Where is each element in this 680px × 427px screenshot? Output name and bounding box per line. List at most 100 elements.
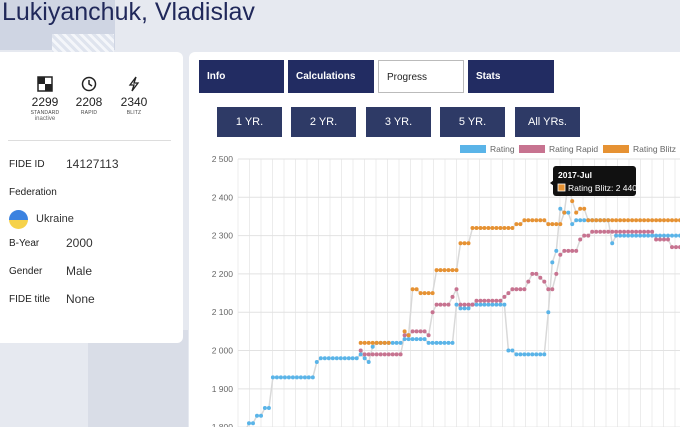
tab-stats[interactable]: Stats xyxy=(468,60,554,93)
data-point-rating xyxy=(270,375,275,380)
data-point-blitz xyxy=(586,218,591,223)
data-point-rating xyxy=(582,218,587,223)
data-point-rapid xyxy=(382,352,387,357)
tab-calculations[interactable]: Calculations xyxy=(288,60,374,93)
y-tick-label: 2 000 xyxy=(212,346,234,356)
data-point-rapid xyxy=(454,287,459,292)
data-point-rapid xyxy=(670,245,674,250)
data-point-rapid xyxy=(602,229,607,234)
data-point-rating xyxy=(370,344,375,349)
data-point-blitz xyxy=(522,218,527,223)
period-5-year-button[interactable]: 5 YR. xyxy=(440,107,505,137)
data-point-rating xyxy=(666,233,670,238)
chart-grid xyxy=(237,158,680,427)
data-point-rating xyxy=(674,233,678,238)
data-point-blitz xyxy=(506,226,511,230)
data-point-rapid xyxy=(374,352,379,357)
byear-value: 2000 xyxy=(66,236,93,250)
data-point-rapid xyxy=(586,233,591,238)
tab-info[interactable]: Info xyxy=(199,60,284,93)
data-point-rating xyxy=(534,352,539,357)
data-point-rating xyxy=(642,233,647,238)
data-point-rapid xyxy=(434,302,439,307)
data-point-rapid xyxy=(490,298,495,303)
data-point-rating xyxy=(426,340,431,345)
data-point-rapid xyxy=(662,237,666,242)
tooltip-title: 2017-Jul xyxy=(558,170,592,180)
data-point-rating xyxy=(630,233,635,238)
tab-progress[interactable]: Progress xyxy=(378,60,464,93)
data-point-blitz xyxy=(438,268,443,273)
data-point-rapid xyxy=(566,248,571,253)
y-tick-label: 2 200 xyxy=(212,269,234,279)
data-point-blitz xyxy=(634,218,639,223)
ukraine-flag-icon xyxy=(9,210,28,229)
data-point-rating xyxy=(418,337,423,342)
chart-tooltip: 2017-Jul Rating Blitz: 2 440 xyxy=(550,166,637,196)
data-point-rating xyxy=(286,375,291,380)
data-point-blitz xyxy=(358,340,363,345)
byear-label: B-Year xyxy=(9,238,40,249)
data-point-rating xyxy=(610,241,615,246)
data-point-rating xyxy=(570,222,575,227)
data-point-blitz xyxy=(466,241,471,246)
data-point-rating xyxy=(518,352,523,357)
data-point-rating xyxy=(530,352,535,357)
data-point-rapid xyxy=(622,229,627,234)
data-point-rating xyxy=(486,302,491,307)
data-point-rapid xyxy=(550,287,555,292)
data-point-rapid xyxy=(498,298,503,303)
data-point-rating xyxy=(406,337,411,342)
data-point-blitz xyxy=(626,218,631,223)
data-point-rating xyxy=(390,340,395,345)
federation-label: Federation xyxy=(9,187,57,198)
data-point-blitz xyxy=(602,218,607,223)
data-point-rating xyxy=(650,233,655,238)
data-point-blitz xyxy=(618,218,623,223)
data-point-blitz xyxy=(378,340,383,345)
data-point-rating xyxy=(282,375,287,380)
data-point-rating xyxy=(450,340,455,345)
data-point-blitz xyxy=(402,329,407,334)
period-2-year-button[interactable]: 2 YR. xyxy=(291,107,356,137)
data-point-blitz xyxy=(446,268,451,273)
data-point-rapid xyxy=(502,294,507,299)
data-point-blitz xyxy=(514,222,519,227)
data-point-blitz xyxy=(434,268,439,273)
blitz-rating-label: BLITZ xyxy=(126,110,142,116)
data-point-rating xyxy=(654,233,659,238)
data-point-rating xyxy=(430,340,435,345)
series-points xyxy=(247,180,680,426)
y-tick-label: 2 500 xyxy=(212,154,234,164)
data-point-rating xyxy=(362,356,367,361)
player-card: 2299 STANDARD inactive 2208 RAPID 2340 B… xyxy=(0,52,183,343)
data-point-blitz xyxy=(526,218,531,223)
data-point-rating xyxy=(255,413,259,418)
data-point-rapid xyxy=(366,352,371,357)
period-1-year-button[interactable]: 1 YR. xyxy=(217,107,282,137)
data-point-rating xyxy=(482,302,487,307)
data-point-rating xyxy=(542,352,547,357)
data-point-blitz xyxy=(546,222,551,227)
data-point-blitz xyxy=(658,218,662,223)
data-point-rapid xyxy=(626,229,631,234)
data-point-rating xyxy=(558,206,563,211)
data-point-rapid xyxy=(594,229,599,234)
data-point-rapid xyxy=(534,271,539,276)
data-point-rating xyxy=(658,233,662,238)
period-all-years-button[interactable]: All YRs. xyxy=(515,107,580,137)
data-point-blitz xyxy=(590,218,595,223)
data-point-rating xyxy=(662,233,666,238)
blitz-rating: 2340 BLITZ xyxy=(114,76,154,116)
data-point-rapid xyxy=(446,302,451,307)
data-point-rating xyxy=(358,352,363,357)
data-point-blitz xyxy=(594,218,599,223)
data-point-rating xyxy=(574,218,579,223)
data-point-rapid xyxy=(578,237,583,242)
data-point-rapid xyxy=(470,302,475,307)
data-point-rating xyxy=(262,406,267,410)
data-point-blitz xyxy=(454,268,459,273)
period-3-year-button[interactable]: 3 YR. xyxy=(366,107,431,137)
data-point-rating xyxy=(294,375,299,380)
